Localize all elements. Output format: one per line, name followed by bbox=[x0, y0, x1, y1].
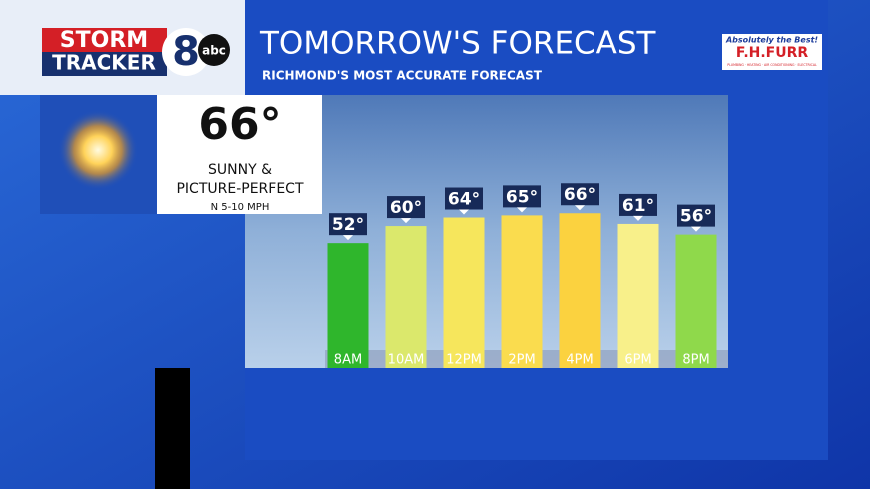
sponsor-tagline: Absolutely the Best! bbox=[725, 36, 818, 45]
x-tick-label: 6PM bbox=[624, 353, 651, 368]
value-label-box bbox=[329, 213, 367, 236]
value-label-box bbox=[677, 204, 715, 227]
sun-icon bbox=[58, 110, 138, 190]
sponsor-box bbox=[722, 34, 822, 70]
value-label: 65° bbox=[506, 187, 538, 207]
summary-box bbox=[157, 95, 322, 214]
logo-circle bbox=[162, 28, 210, 76]
bar bbox=[385, 226, 427, 368]
logo-blue bbox=[42, 52, 167, 76]
value-label-box bbox=[387, 196, 425, 219]
value-label-box bbox=[503, 185, 541, 208]
value-label: 64° bbox=[448, 190, 480, 210]
subtitle: RICHMOND'S MOST ACCURATE FORECAST bbox=[262, 69, 543, 83]
value-label: 61° bbox=[622, 196, 654, 216]
x-tick-label: 8PM bbox=[682, 353, 709, 368]
bar bbox=[443, 217, 485, 368]
value-label-box bbox=[561, 183, 599, 206]
sponsor-name: F.H.FURR bbox=[736, 45, 809, 61]
x-tick-label: 2PM bbox=[508, 353, 535, 368]
logo-text: TRACKER bbox=[52, 51, 156, 75]
abc-circle bbox=[198, 34, 230, 66]
value-label-pointer bbox=[459, 209, 469, 215]
value-label-pointer bbox=[575, 205, 585, 211]
value-label: 66° bbox=[564, 185, 596, 205]
bar bbox=[501, 215, 543, 368]
x-tick-label: 4PM bbox=[566, 353, 593, 368]
logo-number: 8 bbox=[172, 29, 200, 75]
value-label-pointer bbox=[343, 235, 353, 241]
bar bbox=[675, 234, 717, 368]
high-temp: 66° bbox=[198, 99, 281, 150]
decor bbox=[155, 368, 190, 489]
abc-text: abc bbox=[202, 44, 226, 58]
condition: SUNNY & bbox=[208, 162, 272, 178]
value-label-pointer bbox=[691, 226, 701, 232]
logo-red bbox=[42, 28, 167, 52]
x-tick-label: 12PM bbox=[446, 353, 482, 368]
value-label-pointer bbox=[517, 207, 527, 213]
condition: PICTURE-PERFECT bbox=[176, 181, 303, 197]
value-label-box bbox=[619, 193, 657, 216]
wind: N 5-10 MPH bbox=[211, 202, 270, 213]
bar bbox=[617, 223, 659, 368]
value-label: 56° bbox=[680, 207, 712, 227]
value-label: 60° bbox=[390, 198, 422, 218]
sponsor-services: PLUMBING · HEATING · AIR CONDITIONING · … bbox=[727, 63, 817, 67]
value-label-pointer bbox=[633, 215, 643, 221]
title: TOMORROW'S FORECAST bbox=[259, 26, 657, 62]
value-label-pointer bbox=[401, 218, 411, 224]
x-tick-label: 8AM bbox=[334, 353, 362, 368]
x-tick-label: 10AM bbox=[388, 353, 425, 368]
value-label-box bbox=[445, 187, 483, 210]
value-label: 52° bbox=[332, 215, 364, 235]
logo-text: STORM bbox=[60, 28, 148, 53]
bar bbox=[559, 213, 601, 368]
bar bbox=[327, 243, 369, 368]
